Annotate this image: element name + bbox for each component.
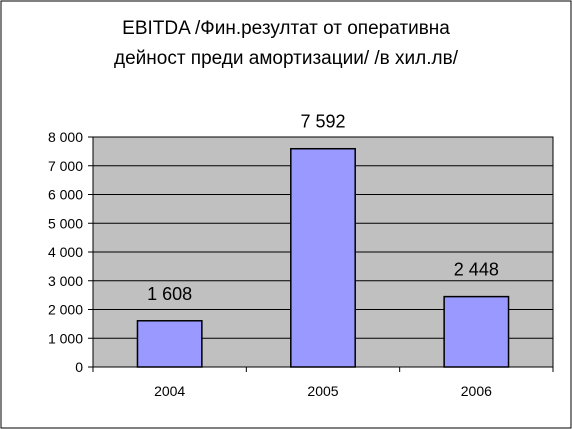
y-tick-label: 1 000	[48, 330, 83, 346]
y-tick-label: 4 000	[48, 244, 83, 260]
y-axis: 0 1 000 2 000 3 000 4 000 5 000 6 000 7 000 8 00…	[48, 129, 94, 375]
y-tick-label: 8 000	[48, 129, 83, 145]
y-tick-label: 6 000	[48, 187, 83, 203]
y-tick-label: 7 000	[48, 158, 83, 174]
y-tick-label: 2 000	[48, 302, 83, 318]
x-tick-label-2004: 2004	[154, 383, 185, 399]
data-label-2004: 1 608	[147, 284, 192, 304]
x-tick-label-2006: 2006	[461, 383, 492, 399]
data-label-2006: 2 448	[454, 260, 499, 280]
x-tick-label-2005: 2005	[307, 383, 338, 399]
y-tick-label: 0	[75, 359, 83, 375]
bars	[136, 147, 510, 368]
y-tick-label: 3 000	[48, 273, 83, 289]
bar-2004	[136, 320, 203, 368]
data-labels: 1 608 7 592 2 448	[147, 112, 499, 304]
y-tick-label: 5 000	[48, 215, 83, 231]
x-axis: 2004 2005 2006	[92, 366, 554, 399]
bar-2005	[290, 147, 356, 368]
chart-title-line-1: EBITDA /Фин.резултат от оперативна	[122, 18, 450, 39]
chart-title-line-2: дейност преди амортизации/ /в хил.лв/	[114, 48, 459, 69]
bar-2006	[443, 295, 510, 368]
data-label-2005: 7 592	[300, 112, 345, 132]
